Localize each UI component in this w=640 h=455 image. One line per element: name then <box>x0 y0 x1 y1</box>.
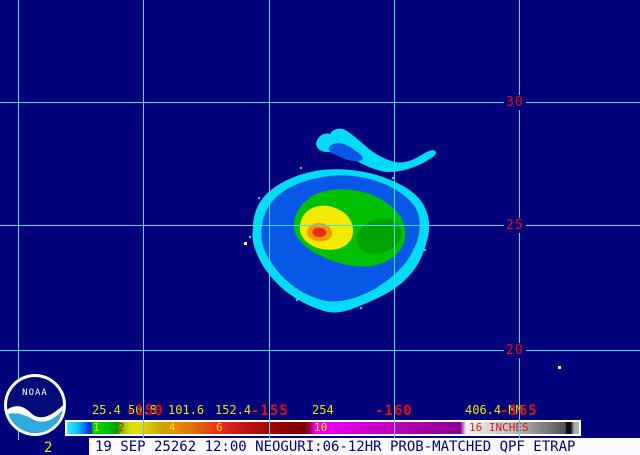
gridline-horizontal-30n <box>0 102 640 103</box>
precipitation-speckles <box>249 160 426 309</box>
gridline-vertical-160w <box>394 0 395 440</box>
gridline-vertical-150w <box>143 0 144 440</box>
product-caption: 19 SEP 25262 12:00 NEOGURI:06-12HR PROB-… <box>95 439 576 455</box>
land-specks <box>244 242 561 369</box>
gridline-vertical-155w <box>269 0 270 440</box>
mm-label-254: 254 <box>312 403 334 417</box>
precip-arm-blue <box>328 143 363 162</box>
latitude-label-20: 20 <box>504 343 526 358</box>
inch-label-2: 2 <box>118 421 125 434</box>
gridline-horizontal-25n <box>0 225 640 226</box>
inch-label-6: 6 <box>216 421 223 434</box>
mm-label-406-4: 406.4 MM <box>465 403 523 417</box>
precip-arm-cyan <box>316 128 437 172</box>
mm-label-152-4: 152.4 <box>215 403 252 417</box>
longitude-label-165: -165 <box>500 403 538 419</box>
gridline-horizontal-20n <box>0 350 640 351</box>
seagull-icon <box>7 402 63 422</box>
inch-label-16-inches: 16 INCHES <box>469 421 529 434</box>
inch-label-1: 1 <box>93 421 100 434</box>
longitude-label-155: -155 <box>251 403 289 419</box>
colorbar-gradient <box>67 422 579 434</box>
inch-label-10: 10 <box>314 421 328 434</box>
precip-red-core <box>312 227 327 238</box>
gridline-vertical-1 <box>18 0 19 440</box>
mm-label-101-6: 101.6 <box>168 403 205 417</box>
latitude-label-30: 30 <box>504 95 526 110</box>
precip-green-dark <box>356 218 402 254</box>
colorbar-end-tick <box>566 422 569 434</box>
mm-label-25-4: 25.4 <box>92 403 121 417</box>
mm-label-50-8: 50.8 <box>128 404 157 416</box>
noaa-logo: NOAA <box>4 374 66 436</box>
footer-strip: 19 SEP 25262 12:00 NEOGURI:06-12HR PROB-… <box>89 438 640 455</box>
inch-label-4: 4 <box>169 421 176 434</box>
longitude-label-160: -160 <box>375 403 413 419</box>
latitude-label-25: 25 <box>504 218 526 233</box>
longitude-label-150: -150 <box>126 403 164 419</box>
stray-character: 2 <box>44 440 53 455</box>
noaa-logo-text: NOAA <box>22 388 48 398</box>
